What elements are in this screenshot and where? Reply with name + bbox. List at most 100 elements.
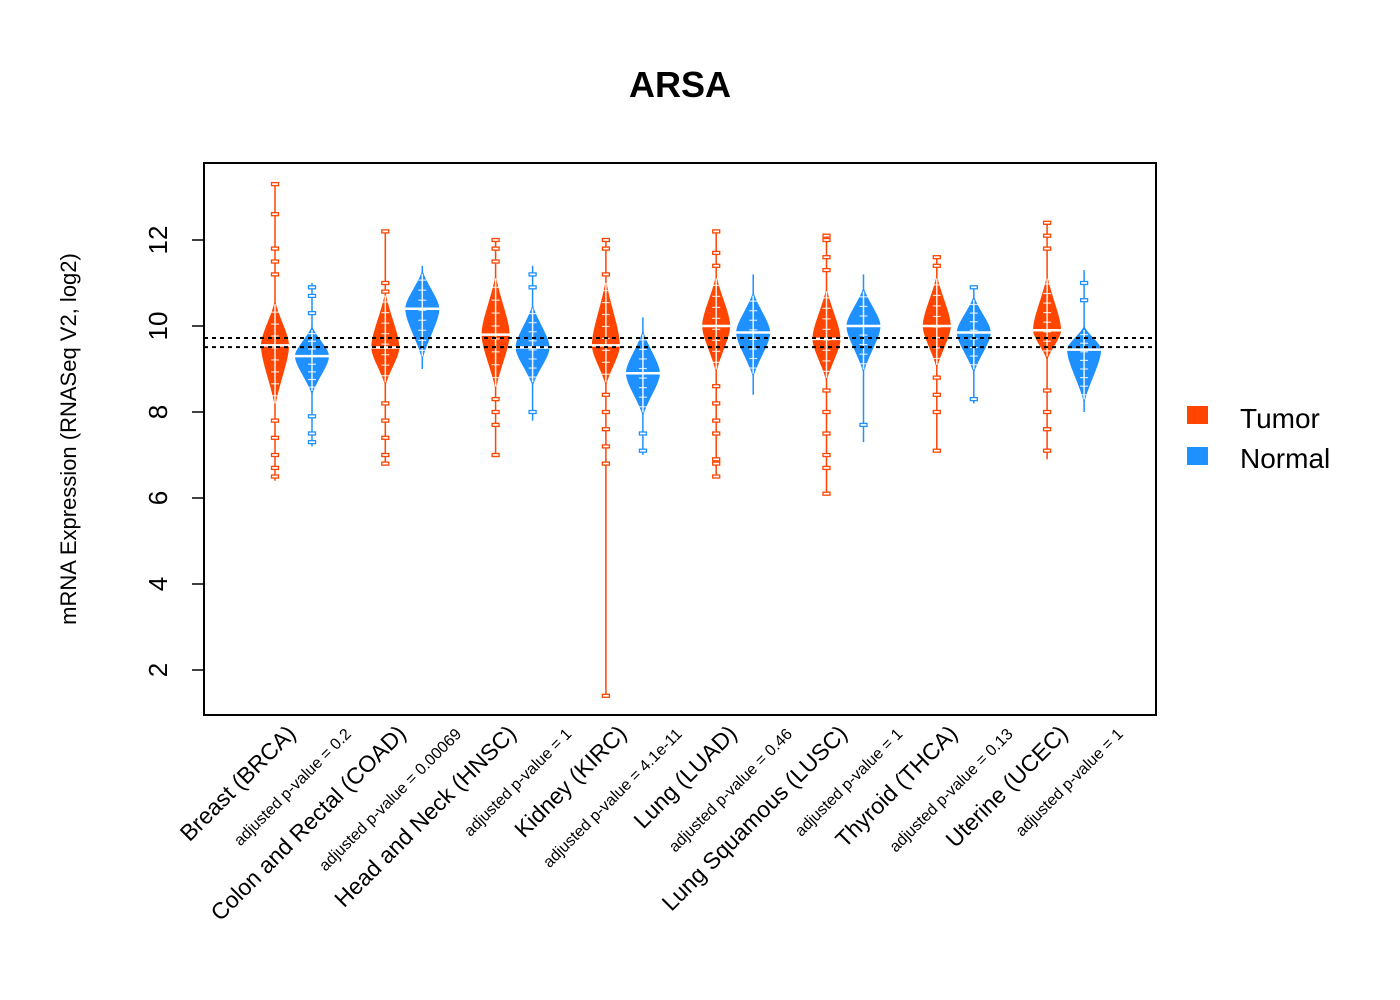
outlier-point bbox=[601, 237, 611, 243]
outlier-point bbox=[822, 237, 831, 243]
outlier-point bbox=[491, 246, 500, 251]
outlier-point bbox=[932, 375, 941, 380]
outlier-point bbox=[1042, 388, 1052, 393]
outlier-point bbox=[969, 285, 978, 290]
outlier-point bbox=[822, 388, 831, 393]
outlier-point bbox=[381, 418, 390, 423]
outlier-point bbox=[969, 396, 978, 402]
outlier-point bbox=[1042, 220, 1052, 225]
outlier-point bbox=[822, 452, 831, 458]
y-tick-label: 4 bbox=[143, 577, 173, 591]
outlier-point bbox=[1042, 246, 1052, 251]
outlier-point bbox=[712, 474, 721, 479]
outlier-point bbox=[822, 267, 831, 273]
y-tick-label: 6 bbox=[143, 491, 173, 505]
outlier-point bbox=[491, 409, 500, 415]
outlier-point bbox=[307, 414, 317, 419]
outlier-point bbox=[932, 392, 941, 397]
outlier-point bbox=[601, 693, 611, 698]
outlier-point bbox=[270, 272, 280, 277]
outlier-point bbox=[491, 237, 500, 243]
category-label: Breast (BRCA) bbox=[175, 720, 301, 846]
legend: Tumor Normal bbox=[1187, 403, 1330, 474]
outlier-point bbox=[712, 418, 721, 423]
outlier-point bbox=[712, 431, 721, 436]
outlier-point bbox=[712, 384, 721, 389]
outlier-point bbox=[491, 396, 500, 402]
outlier-point bbox=[638, 448, 648, 453]
outlier-point bbox=[307, 285, 317, 290]
legend-label-normal: Normal bbox=[1240, 443, 1330, 474]
legend-label-tumor: Tumor bbox=[1240, 403, 1320, 434]
bean-normal-6 bbox=[954, 285, 993, 404]
outlier-point bbox=[822, 491, 831, 496]
outlier-point bbox=[270, 418, 280, 423]
x-axis-labels: Breast (BRCA)adjusted p-value = 0.2Colon… bbox=[175, 720, 1127, 925]
reference-lines bbox=[204, 337, 1156, 349]
outlier-point bbox=[491, 452, 500, 458]
outlier-point bbox=[822, 233, 831, 238]
bean-tumor-0 bbox=[259, 181, 291, 481]
outlier-point bbox=[638, 431, 648, 436]
outlier-point bbox=[601, 392, 611, 397]
pvalue-label: adjusted p-value = 1 bbox=[1013, 726, 1127, 840]
y-tick-label: 2 bbox=[143, 663, 173, 677]
bean-tumor-3 bbox=[589, 237, 622, 698]
outlier-point bbox=[381, 401, 390, 406]
y-axis-label: mRNA Expression (RNASeq V2, log2) bbox=[56, 253, 81, 625]
outlier-point bbox=[381, 280, 390, 286]
outlier-point bbox=[932, 263, 941, 268]
outlier-point bbox=[932, 409, 941, 415]
outlier-point bbox=[528, 285, 537, 290]
outlier-point bbox=[1042, 409, 1052, 415]
bean-normal-0 bbox=[293, 283, 331, 447]
outlier-point bbox=[381, 452, 390, 458]
outlier-point bbox=[307, 431, 317, 436]
y-tick-label: 10 bbox=[143, 312, 173, 341]
outlier-point bbox=[822, 431, 831, 436]
legend-swatch-normal bbox=[1187, 447, 1208, 465]
outlier-point bbox=[822, 409, 831, 415]
y-tick-label: 8 bbox=[143, 405, 173, 419]
outlier-point bbox=[270, 212, 280, 217]
outlier-point bbox=[601, 461, 611, 466]
y-axis: 2 4 6 8 10 12 bbox=[143, 226, 204, 677]
outlier-point bbox=[601, 272, 611, 277]
outlier-point bbox=[381, 461, 390, 466]
outlier-point bbox=[712, 250, 721, 256]
beans-layer bbox=[259, 181, 1104, 698]
outlier-point bbox=[307, 439, 317, 445]
bean-normal-1 bbox=[403, 265, 442, 369]
bean-tumor-7 bbox=[1031, 220, 1064, 460]
bean-normal-4 bbox=[734, 274, 773, 395]
outlier-point bbox=[712, 229, 721, 234]
outlier-point bbox=[601, 427, 611, 432]
outlier-point bbox=[528, 409, 537, 415]
bean-normal-7 bbox=[1065, 270, 1104, 412]
outlier-point bbox=[528, 272, 537, 277]
y-tick-label: 12 bbox=[143, 226, 173, 255]
outlier-point bbox=[270, 181, 280, 187]
outlier-point bbox=[1079, 298, 1089, 303]
outlier-point bbox=[491, 259, 500, 264]
outlier-point bbox=[712, 457, 721, 462]
chart-title: ARSA bbox=[629, 64, 731, 105]
outlier-point bbox=[307, 310, 317, 316]
outlier-point bbox=[270, 246, 280, 251]
outlier-point bbox=[932, 448, 941, 453]
outlier-point bbox=[822, 465, 831, 471]
outlier-point bbox=[381, 289, 390, 294]
outlier-point bbox=[1042, 448, 1052, 453]
outlier-point bbox=[712, 461, 721, 466]
outlier-point bbox=[859, 422, 868, 428]
bean-tumor-5 bbox=[810, 233, 843, 496]
outlier-point bbox=[381, 229, 390, 234]
bean-normal-5 bbox=[844, 274, 883, 443]
outlier-point bbox=[932, 255, 941, 260]
plot-frame bbox=[203, 162, 1157, 716]
outlier-point bbox=[381, 435, 390, 440]
outlier-point bbox=[1079, 280, 1089, 286]
bean-normal-3 bbox=[623, 317, 662, 455]
outlier-point bbox=[270, 452, 280, 458]
